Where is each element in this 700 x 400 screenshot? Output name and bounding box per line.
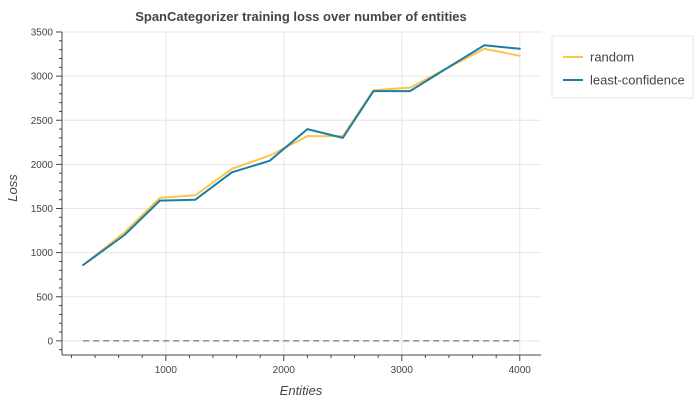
series-line-least-confidence — [82, 44, 521, 266]
x-tick-label: 3000 — [391, 365, 414, 376]
y-tick-label: 1500 — [31, 204, 54, 215]
y-tick-label: 3000 — [31, 72, 54, 83]
legend-box — [551, 35, 694, 99]
legend-label-least-confidence: least-confidence — [590, 73, 685, 88]
chart-title: SpanCategorizer training loss over numbe… — [135, 9, 467, 24]
legend: random least-confidence — [551, 35, 694, 99]
y-tick-label: 3500 — [31, 28, 54, 39]
x-tick-label: 4000 — [509, 365, 532, 376]
y-tick-label: 500 — [36, 292, 53, 303]
plot-area: 0 500 1000 1500 2000 2500 3000 3500 1000 2000 3000… — [31, 28, 541, 376]
y-tick-label: 1000 — [31, 248, 54, 259]
x-tick-label: 1000 — [155, 365, 178, 376]
x-tick-label: 2000 — [273, 365, 296, 376]
y-tick-label: 2000 — [31, 160, 54, 171]
legend-label-random: random — [590, 50, 634, 65]
x-axis-label: Entities — [280, 383, 323, 398]
y-axis-label: Loss — [5, 174, 20, 202]
y-tick-label: 2500 — [31, 116, 54, 127]
y-tick-label: 0 — [47, 336, 53, 347]
plot-background — [62, 32, 541, 355]
